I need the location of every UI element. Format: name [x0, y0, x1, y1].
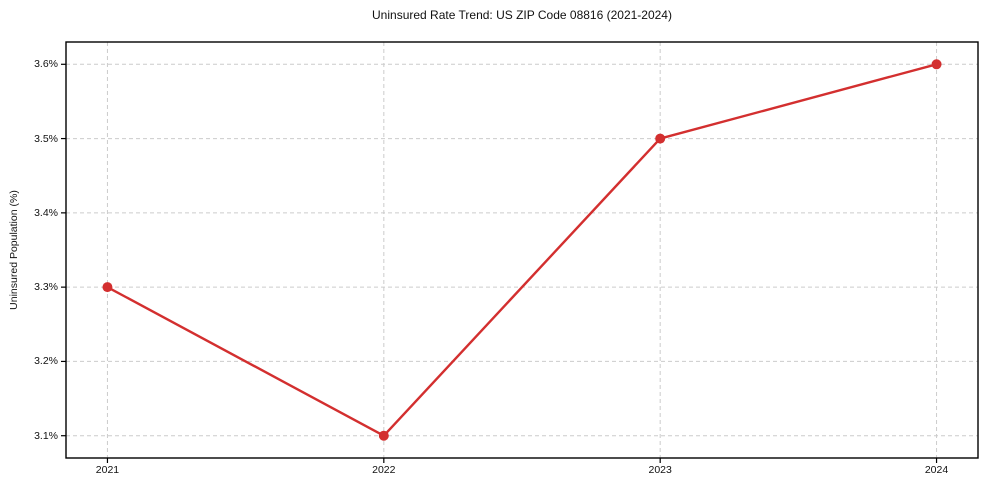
x-tick-label: 2024 [924, 464, 949, 476]
x-tick-label: 2022 [372, 464, 396, 476]
y-tick-label: 3.3% [34, 281, 58, 294]
data-point [931, 59, 942, 70]
data-point [378, 430, 389, 441]
trend-line [106, 63, 938, 437]
data-point [655, 133, 666, 144]
x-tick-label: 2021 [95, 464, 120, 476]
x-tick-label: 2023 [648, 464, 672, 476]
y-tick-label: 3.6% [34, 58, 58, 71]
plot-border [65, 41, 979, 459]
y-tick-label: 3.1% [34, 429, 58, 442]
chart-title: Uninsured Rate Trend: US ZIP Code 08816 … [372, 8, 672, 22]
y-tick-label: 3.4% [34, 206, 58, 219]
y-tick-label: 3.5% [34, 132, 58, 145]
y-tick-label: 3.2% [34, 355, 58, 368]
data-point [102, 282, 113, 293]
